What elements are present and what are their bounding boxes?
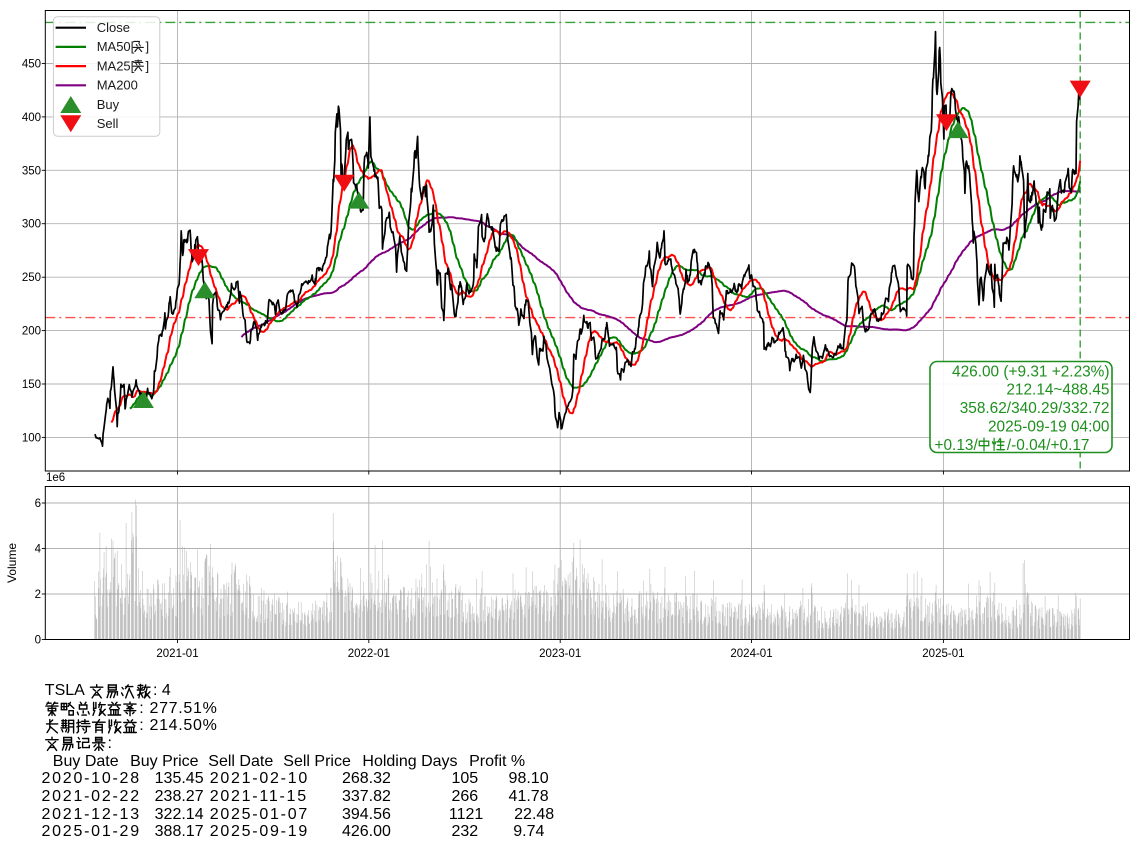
svg-text:Close: Close <box>97 20 130 35</box>
svg-text:4: 4 <box>35 544 42 556</box>
svg-text:2025-01: 2025-01 <box>922 648 964 660</box>
svg-text:350: 350 <box>22 165 41 177</box>
svg-text:450: 450 <box>22 59 41 71</box>
svg-text:Buy: Buy <box>97 97 120 112</box>
svg-text:2022-01: 2022-01 <box>348 648 390 660</box>
svg-text:150: 150 <box>22 379 41 391</box>
svg-text:/-0.04/+0.17: /-0.04/+0.17 <box>1007 437 1090 454</box>
svg-text:200: 200 <box>22 326 41 338</box>
svg-text:2023-01: 2023-01 <box>539 648 581 660</box>
svg-text:0: 0 <box>35 635 41 647</box>
svg-text:MA50[: MA50[ <box>97 39 135 54</box>
svg-text:2024-01: 2024-01 <box>730 648 772 660</box>
svg-text:Sell: Sell <box>97 116 119 131</box>
svg-text:100: 100 <box>22 432 41 444</box>
svg-text:400: 400 <box>22 112 41 124</box>
svg-text:250: 250 <box>22 272 41 284</box>
svg-text:426.00 (+9.31 +2.23%): 426.00 (+9.31 +2.23%) <box>952 363 1109 380</box>
svg-text:212.14~488.45: 212.14~488.45 <box>1006 382 1109 399</box>
svg-text:+0.13/: +0.13/ <box>935 437 979 454</box>
svg-text:6: 6 <box>35 498 41 510</box>
svg-text:MA25[: MA25[ <box>97 58 135 73</box>
svg-text:1e6: 1e6 <box>46 472 65 484</box>
svg-text:2: 2 <box>35 589 41 601</box>
svg-text:300: 300 <box>22 219 41 231</box>
svg-text:2021-01: 2021-01 <box>156 648 198 660</box>
svg-text:358.62/340.29/332.72: 358.62/340.29/332.72 <box>960 400 1110 417</box>
svg-text:2025-09-19 04:00: 2025-09-19 04:00 <box>988 419 1110 436</box>
svg-text:MA200: MA200 <box>97 78 138 93</box>
svg-text:]: ] <box>146 39 150 54</box>
svg-text:]: ] <box>146 58 150 73</box>
svg-text:Volume: Volume <box>5 543 19 583</box>
